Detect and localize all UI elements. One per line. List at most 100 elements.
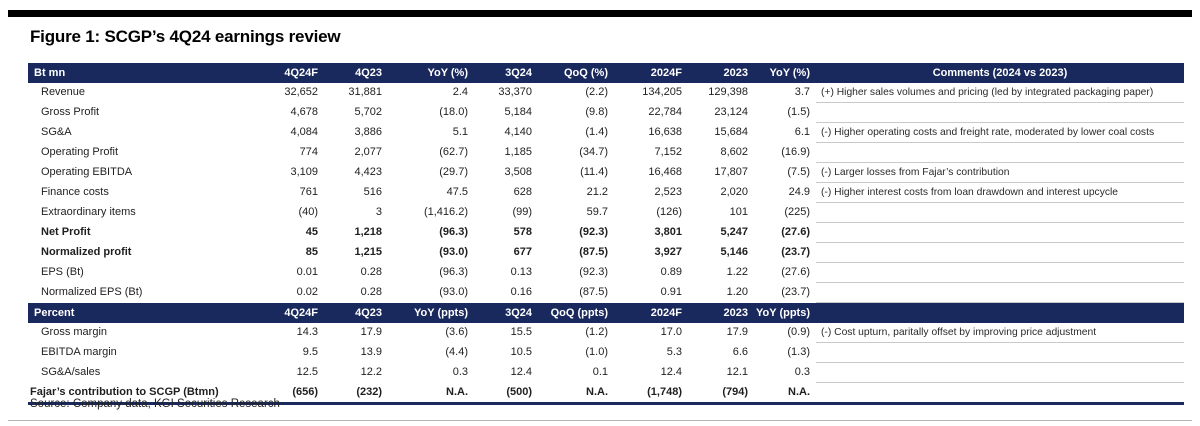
earnings-table-percent: Percent 4Q24F 4Q23 YoY (ppts) 3Q24 QoQ (ppts)… (28, 303, 1184, 405)
table-row: Normalized EPS (Bt) 0.02 0.28 (93.0) 0.16 (87… (28, 282, 1184, 303)
value-cell: 5,247 (720, 226, 748, 238)
value-cell: N.A. (446, 385, 468, 398)
row-label: Finance costs (41, 186, 109, 198)
value-cell: 0.89 (660, 266, 682, 278)
value-cell: 3,886 (354, 126, 382, 138)
value-cell: 677 (513, 246, 532, 258)
value-cell: 761 (299, 186, 318, 198)
value-cell: 5.3 (666, 346, 682, 358)
value-cell: (27.6) (781, 266, 810, 278)
table-row: Revenue 32,652 31,881 2.4 33,370 (2.2) 134,205… (28, 83, 1184, 103)
row-label: Net Profit (41, 226, 91, 238)
value-cell: 2.4 (452, 86, 468, 99)
value-cell: 0.91 (660, 286, 682, 298)
value-cell: 15.5 (510, 326, 532, 339)
column-header: 4Q23 (324, 303, 388, 323)
column-header: QoQ (%) (538, 63, 614, 83)
value-cell: (62.7) (439, 146, 468, 158)
value-cell: 9.5 (302, 346, 318, 358)
table-row: EBITDA margin 9.5 13.9 (4.4) 10.5 (1.0) 5.3 6.6… (28, 342, 1184, 363)
value-cell: 16,638 (648, 126, 682, 138)
value-cell: (23.7) (781, 286, 810, 298)
value-cell: 3,109 (290, 166, 318, 178)
value-cell: 1,218 (354, 226, 382, 238)
value-cell: 0.02 (296, 286, 318, 298)
value-cell: 4,678 (290, 106, 318, 118)
value-cell: 12.1 (726, 366, 748, 378)
column-header: 4Q24F (254, 303, 324, 323)
value-cell: (4.4) (445, 346, 468, 358)
comment-cell (816, 282, 1184, 303)
value-cell: 1.20 (726, 286, 748, 298)
value-cell: 17.9 (726, 326, 748, 339)
value-cell: 2,523 (654, 186, 682, 198)
value-cell: 134,205 (642, 86, 682, 99)
table-row: SG&A 4,084 3,886 5.1 4,140 (1.4) 16,638 15,684 6… (28, 122, 1184, 143)
value-cell: 0.1 (592, 366, 608, 378)
value-cell: N.A. (788, 385, 810, 398)
value-cell: (87.5) (579, 286, 608, 298)
comment-cell: (-) Cost upturn, paritally offset by imp… (816, 323, 1184, 343)
value-cell: (16.9) (781, 146, 810, 158)
table-row: Extraordinary items (40) 3 (1,416.2) (99) 59.… (28, 202, 1184, 223)
column-header: 2024F (614, 303, 688, 323)
row-label: Extraordinary items (41, 206, 136, 218)
value-cell: 16,468 (648, 166, 682, 178)
value-cell: 59.7 (586, 206, 608, 218)
value-cell: (1.5) (787, 106, 810, 118)
value-cell: N.A. (586, 385, 608, 398)
comments-header (816, 303, 1184, 323)
comment-cell: (-) Higher operating costs and freight r… (816, 122, 1184, 143)
value-cell: 45 (305, 226, 318, 238)
value-cell: 0.3 (794, 366, 810, 378)
value-cell: (9.8) (585, 106, 608, 118)
table-row: Operating EBITDA 3,109 4,423 (29.7) 3,508 (11… (28, 162, 1184, 183)
value-cell: (2.2) (585, 86, 608, 99)
value-cell: (18.0) (439, 106, 468, 118)
value-cell: (11.4) (580, 166, 608, 178)
table-row: Gross Profit 4,678 5,702 (18.0) 5,184 (9.8) 22… (28, 102, 1184, 123)
value-cell: (1.2) (585, 326, 608, 339)
value-cell: (1.3) (787, 346, 810, 358)
value-cell: (29.7) (439, 166, 468, 178)
comment-cell: (-) Higher interest costs from loan draw… (816, 182, 1184, 203)
value-cell: (1,748) (647, 385, 682, 398)
column-header: YoY (ppts) (754, 303, 816, 323)
value-cell: 4,084 (290, 126, 318, 138)
table-row: SG&A/sales 12.5 12.2 0.3 12.4 0.1 12.4 12.1 0.3 (28, 362, 1184, 383)
value-cell: 129,398 (708, 86, 748, 99)
value-cell: 5.1 (452, 126, 468, 138)
value-cell: 3,801 (654, 226, 682, 238)
table-row: Net Profit 45 1,218 (96.3) 578 (92.3) 3,801 5,2… (28, 222, 1184, 243)
value-cell: 6.1 (794, 126, 810, 138)
value-cell: (93.0) (439, 246, 468, 258)
value-cell: (232) (356, 385, 382, 398)
column-header: YoY (%) (388, 63, 474, 83)
row-label: EPS (Bt) (41, 266, 84, 278)
value-cell: 0.13 (510, 266, 532, 278)
row-label: SG&A/sales (41, 366, 101, 378)
value-cell: 5,146 (720, 246, 748, 258)
source-note: Source: Company data, KGI Securities Res… (30, 398, 280, 410)
value-cell: 1,185 (504, 146, 532, 158)
value-cell: 24.9 (788, 186, 810, 198)
value-cell: (1.4) (585, 126, 608, 138)
value-cell: 0.28 (360, 266, 382, 278)
value-cell: 33,370 (498, 86, 532, 99)
column-header: QoQ (ppts) (538, 303, 614, 323)
value-cell: 12.2 (360, 366, 382, 378)
comment-cell: (+) Higher sales volumes and pricing (le… (816, 83, 1184, 103)
value-cell: 17.9 (360, 326, 382, 339)
value-cell: 47.5 (446, 186, 468, 198)
value-cell: 12.5 (296, 366, 318, 378)
value-cell: 8,602 (720, 146, 748, 158)
value-cell: (794) (722, 385, 748, 398)
value-cell: 32,652 (284, 86, 318, 99)
value-cell: 85 (305, 246, 318, 258)
row-label: Gross margin (41, 326, 108, 339)
value-cell: 12.4 (510, 366, 532, 378)
column-header: 2023 (688, 63, 754, 83)
value-cell: (96.3) (439, 266, 468, 278)
value-cell: 21.2 (586, 186, 608, 198)
